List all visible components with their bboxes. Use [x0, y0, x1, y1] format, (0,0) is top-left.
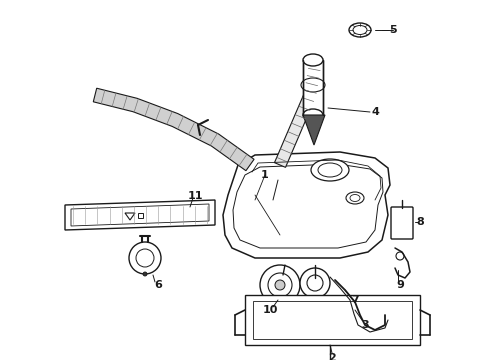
Ellipse shape: [311, 159, 349, 181]
Text: 11: 11: [187, 191, 203, 201]
Polygon shape: [303, 115, 325, 145]
Text: 9: 9: [396, 280, 404, 290]
Text: 7: 7: [351, 295, 359, 305]
FancyBboxPatch shape: [391, 207, 413, 239]
Text: 4: 4: [371, 107, 379, 117]
Polygon shape: [253, 301, 412, 339]
Ellipse shape: [350, 194, 360, 202]
Ellipse shape: [303, 54, 323, 66]
Ellipse shape: [353, 26, 367, 35]
Circle shape: [396, 252, 404, 260]
Text: 2: 2: [328, 353, 336, 360]
Circle shape: [307, 275, 323, 291]
Circle shape: [129, 242, 161, 274]
Text: 6: 6: [154, 280, 162, 290]
FancyBboxPatch shape: [303, 60, 323, 115]
Text: 10: 10: [262, 305, 278, 315]
Polygon shape: [65, 200, 215, 230]
Bar: [138, 213, 143, 218]
Ellipse shape: [349, 23, 371, 37]
Text: 5: 5: [389, 25, 397, 35]
Text: 3: 3: [361, 320, 369, 330]
Polygon shape: [223, 152, 390, 258]
Polygon shape: [245, 295, 420, 345]
Ellipse shape: [346, 192, 364, 204]
Text: 8: 8: [416, 217, 424, 227]
Circle shape: [300, 268, 330, 298]
Circle shape: [268, 273, 292, 297]
Polygon shape: [274, 64, 321, 167]
Polygon shape: [93, 88, 254, 171]
Ellipse shape: [318, 163, 342, 177]
Circle shape: [275, 280, 285, 290]
Circle shape: [136, 249, 154, 267]
Text: 1: 1: [261, 170, 269, 180]
Circle shape: [260, 265, 300, 305]
Circle shape: [143, 272, 147, 276]
Ellipse shape: [303, 109, 323, 121]
